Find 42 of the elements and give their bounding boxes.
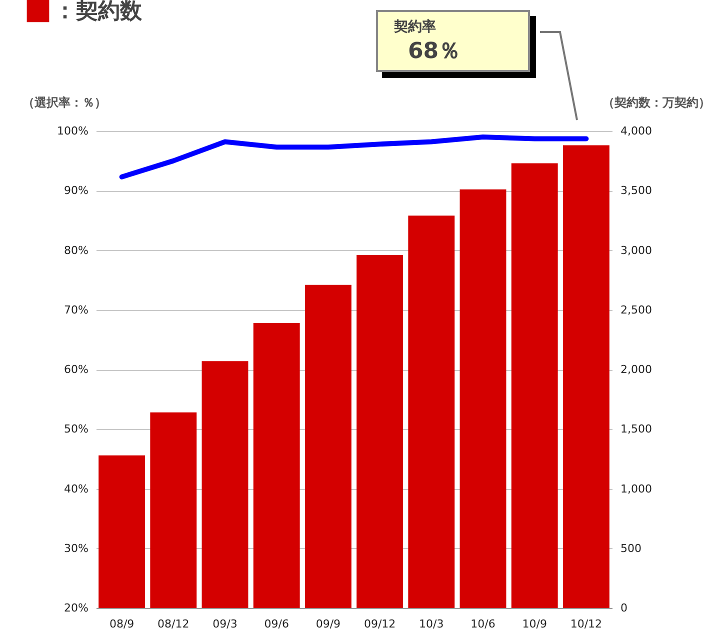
x-tick-label: 09/3 <box>212 618 238 630</box>
bar <box>562 145 610 608</box>
y2-tick-label: 2,000 <box>620 363 652 376</box>
y2-tick-label: 500 <box>620 542 642 555</box>
bar <box>150 412 197 608</box>
y2-tick-label: 1,500 <box>620 422 652 436</box>
bar <box>356 255 404 608</box>
x-tick-label: 10/9 <box>522 618 547 630</box>
y2-tick-label: 0 <box>620 602 628 614</box>
y-tick-label: 60% <box>64 363 88 376</box>
y2-tick-label: 4,000 <box>620 124 652 138</box>
bar <box>202 361 248 608</box>
y2-tick-label: 3,500 <box>620 184 652 198</box>
y-axis-title: （選択率：％） <box>22 96 106 110</box>
y-tick-label: 90% <box>64 184 88 198</box>
x-tick-label: 08/9 <box>109 618 134 630</box>
y-tick-label: 100% <box>57 124 88 138</box>
y-tick-label: 50% <box>64 422 88 436</box>
bar <box>304 284 352 608</box>
bar <box>408 216 455 608</box>
y-tick-label: 30% <box>64 542 88 555</box>
x-tick-label: 10/6 <box>470 618 496 630</box>
x-tick-label: 10/12 <box>570 618 602 630</box>
x-tick-label: 09/12 <box>364 618 396 630</box>
text: 契約率 <box>394 18 437 36</box>
y2-tick-label: 1,000 <box>620 482 652 496</box>
y2-axis-title: （契約数：万契約） <box>602 96 710 110</box>
bar <box>460 189 506 608</box>
bar <box>98 455 146 608</box>
y-tick-label: 40% <box>64 482 88 496</box>
x-tick-label: 10/3 <box>419 618 444 630</box>
y-tick-label: 80% <box>64 244 88 257</box>
bar <box>511 163 558 608</box>
x-tick-label: 09/9 <box>316 618 341 630</box>
y2-tick-label: 2,500 <box>620 303 652 316</box>
y2-tick-label: 3,000 <box>620 244 652 257</box>
x-tick-label: 09/6 <box>264 618 289 630</box>
bar <box>253 322 300 608</box>
y-tick-label: 70% <box>64 303 88 316</box>
text: 68％ <box>408 38 462 66</box>
x-tick-label: 08/12 <box>158 618 190 630</box>
y-tick-label: 20% <box>64 602 88 614</box>
